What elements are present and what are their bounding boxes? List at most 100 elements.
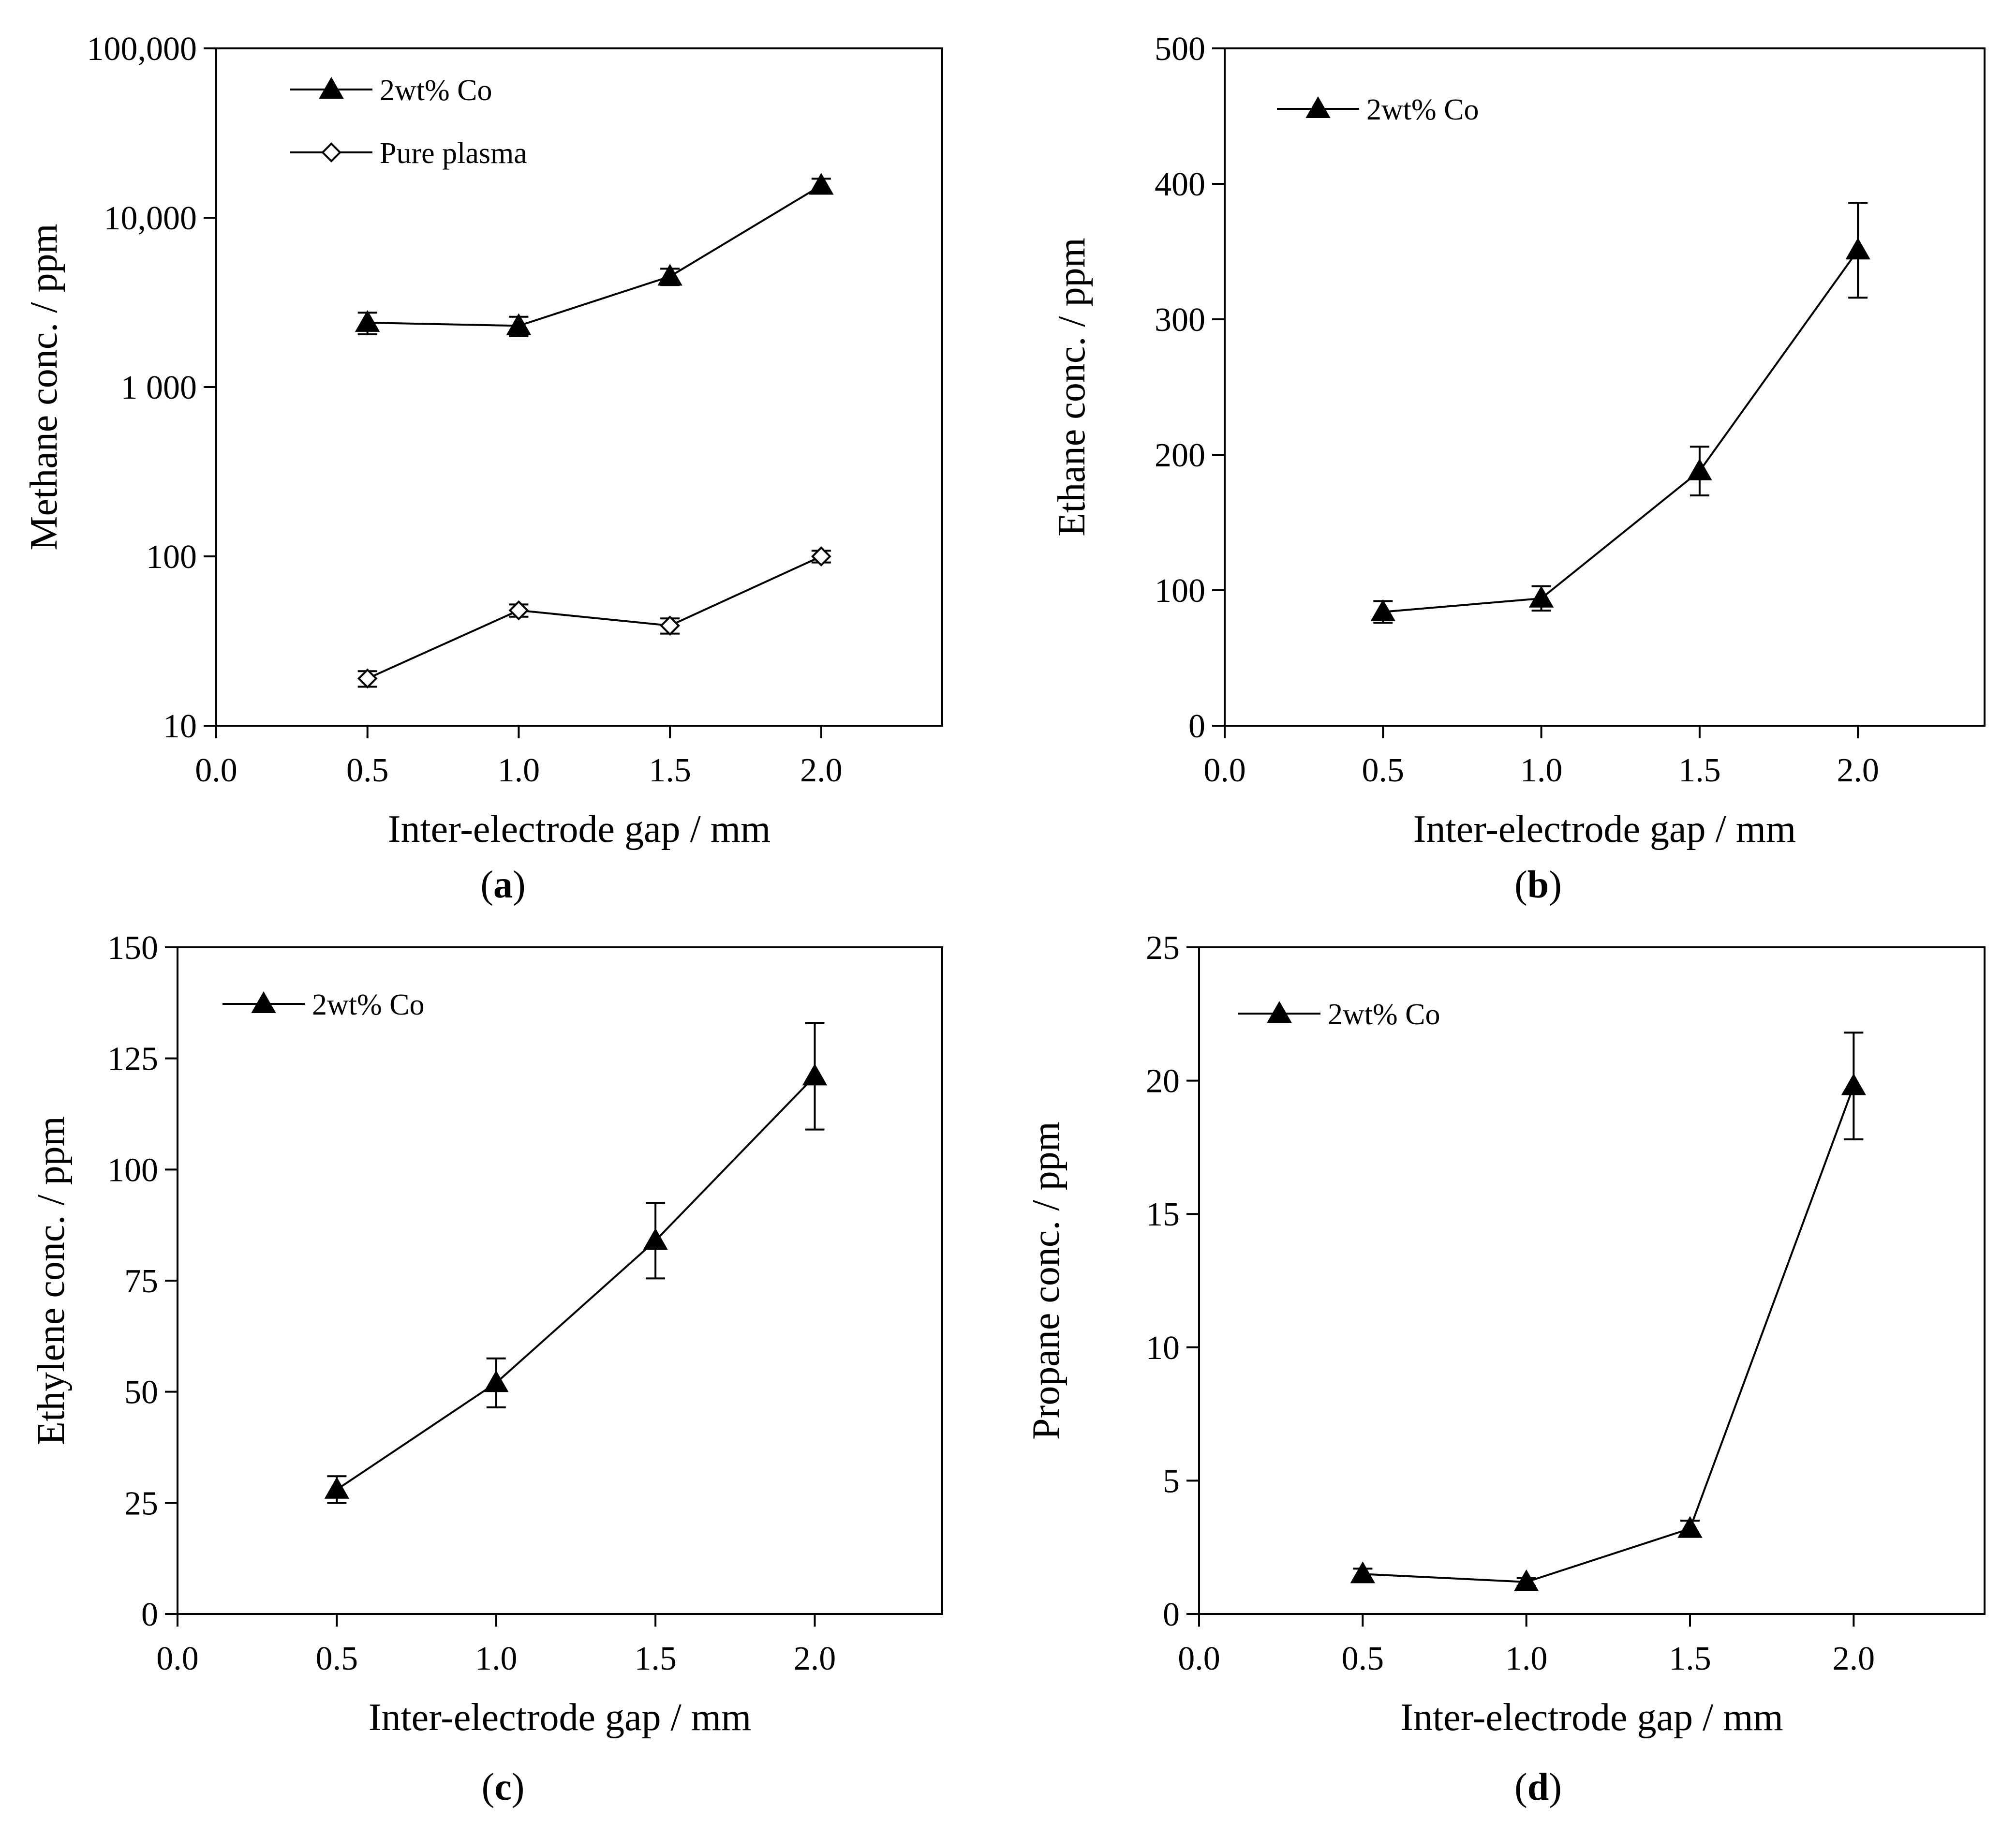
y-tick-label: 0 [141,1596,158,1633]
y-tick-label: 0 [1188,708,1205,745]
data-point-marker [508,600,529,621]
y-tick-label: 50 [124,1374,158,1411]
x-tick-label: 2.0 [1833,1640,1875,1677]
chart-panel-a: 10 100 1 000 10,000 100,000 0.0 0.5 1.0 1.5 2.0 In… [23,30,943,906]
x-tick-label: 2.0 [794,1640,836,1677]
plot-frame [1198,946,1986,1615]
y-tick-label: 0 [1163,1596,1180,1633]
y-axis-title: Ethylene conc. / ppm [30,1116,73,1445]
y-tick-label: 300 [1155,301,1205,339]
x-tick-label: 0.5 [316,1640,358,1677]
x-tick-label: 1.0 [1505,1640,1548,1677]
x-tick-label: 1.5 [1678,752,1721,789]
legend-label: 2wt% Co [1366,93,1479,126]
y-tick-label: 400 [1155,166,1205,203]
data-point-marker [1350,1561,1376,1584]
legend-marker [251,991,276,1013]
x-tick-label: 1.0 [1520,752,1563,789]
legend-label: 2wt% Co [312,988,425,1021]
panel-label-part: ) [1549,864,1562,906]
x-tick-label: 1.5 [1669,1640,1711,1677]
y-tick-label: 20 [1146,1063,1180,1100]
legend-entry: 2wt% Co [222,988,425,1021]
x-tick-label: 1.5 [649,752,691,789]
panel-label-part: ) [1549,1766,1562,1808]
x-axis-title: Inter-electrode gap / mm [369,1696,751,1739]
panel-label-part: ) [512,1766,525,1808]
data-point-marker [660,615,680,636]
series-pure-plasma [357,546,831,689]
y-tick-label: 100 [107,1151,158,1189]
x-tick-label: 0.0 [195,752,237,789]
legend-entry: 2wt% Co [1238,998,1440,1031]
data-point-marker [1528,585,1554,608]
y-tick-label: 5 [1163,1463,1180,1500]
panel-label-part: a [493,864,513,906]
legend-marker [1305,96,1331,118]
y-tick-label: 200 [1155,437,1205,474]
panel-label-part: ( [1514,864,1527,906]
chart-panel-b: 0 100 200 300 400 500 0.0 0.5 1.0 1.5 2.0 Inter-ele… [1051,30,1986,906]
panel-label-part: d [1527,1766,1549,1808]
panel-label-part: b [1527,864,1549,906]
y-tick-label: 100 [1155,572,1205,610]
series-line [1363,1085,1855,1583]
data-point-marker [1845,238,1870,260]
series-2wt-co [324,1022,828,1504]
y-tick-label: 10 [163,708,197,745]
series-line [367,184,822,327]
x-axis-title: Inter-electrode gap / mm [1413,808,1796,851]
panel-label: (c) [482,1766,525,1808]
legend-entry: 2wt% Co [290,74,492,107]
plot-frame [1224,47,1986,727]
data-point-marker [811,546,831,567]
data-point-marker [1687,458,1712,480]
y-tick-label: 100,000 [87,30,197,68]
x-tick-label: 0.5 [1342,1640,1384,1677]
y-tick-label: 500 [1155,30,1205,68]
panel-label: (a) [480,864,525,906]
x-tick-label: 2.0 [800,752,843,789]
x-tick-label: 2.0 [1837,752,1879,789]
panel-label-part: ) [513,864,526,906]
data-point-marker [643,1228,668,1250]
legend-marker [319,76,344,99]
x-tick-label: 0.0 [156,1640,199,1677]
y-axis-title: Ethane conc. / ppm [1051,238,1093,537]
data-point-marker [1677,1516,1703,1538]
legend-entry: Pure plasma [290,137,527,170]
y-tick-label: 10 [1146,1330,1180,1367]
panel-label-part: c [494,1766,512,1808]
legend-label: 2wt% Co [380,74,492,107]
data-point-marker [802,1063,828,1086]
data-point-marker [357,668,378,689]
chart-panel-c: 0 25 50 75 100 125 150 0.0 0.5 1.0 1.5 2.0 Inter-ele… [30,929,943,1808]
y-axis-title: Propane conc. / ppm [1025,1121,1067,1440]
y-tick-label: 1 000 [121,369,197,406]
data-point-marker [657,264,682,286]
y-tick-label: 75 [124,1263,158,1300]
data-point-marker [506,313,532,335]
series-line [367,555,822,680]
series-line [336,1076,815,1491]
x-tick-label: 0.0 [1203,752,1246,789]
x-axis-title: Inter-electrode gap / mm [1400,1696,1783,1739]
panel-label-part: ( [1514,1766,1527,1808]
x-tick-label: 1.0 [498,752,540,789]
data-point-marker [355,310,380,332]
data-point-marker [1841,1073,1867,1095]
y-axis-title: Methane conc. / ppm [23,224,65,550]
data-point-marker [484,1370,509,1392]
y-tick-label: 100 [146,538,197,576]
y-tick-label: 150 [107,929,158,967]
plot-frame [177,946,943,1615]
legend-marker [321,142,341,163]
legend-label: 2wt% Co [1328,998,1440,1031]
y-tick-label: 25 [124,1485,158,1522]
data-point-marker [1370,599,1396,621]
panel-label: (d) [1514,1766,1562,1808]
series-line [1383,250,1859,613]
data-point-marker [324,1477,350,1499]
y-tick-label: 125 [107,1041,158,1078]
